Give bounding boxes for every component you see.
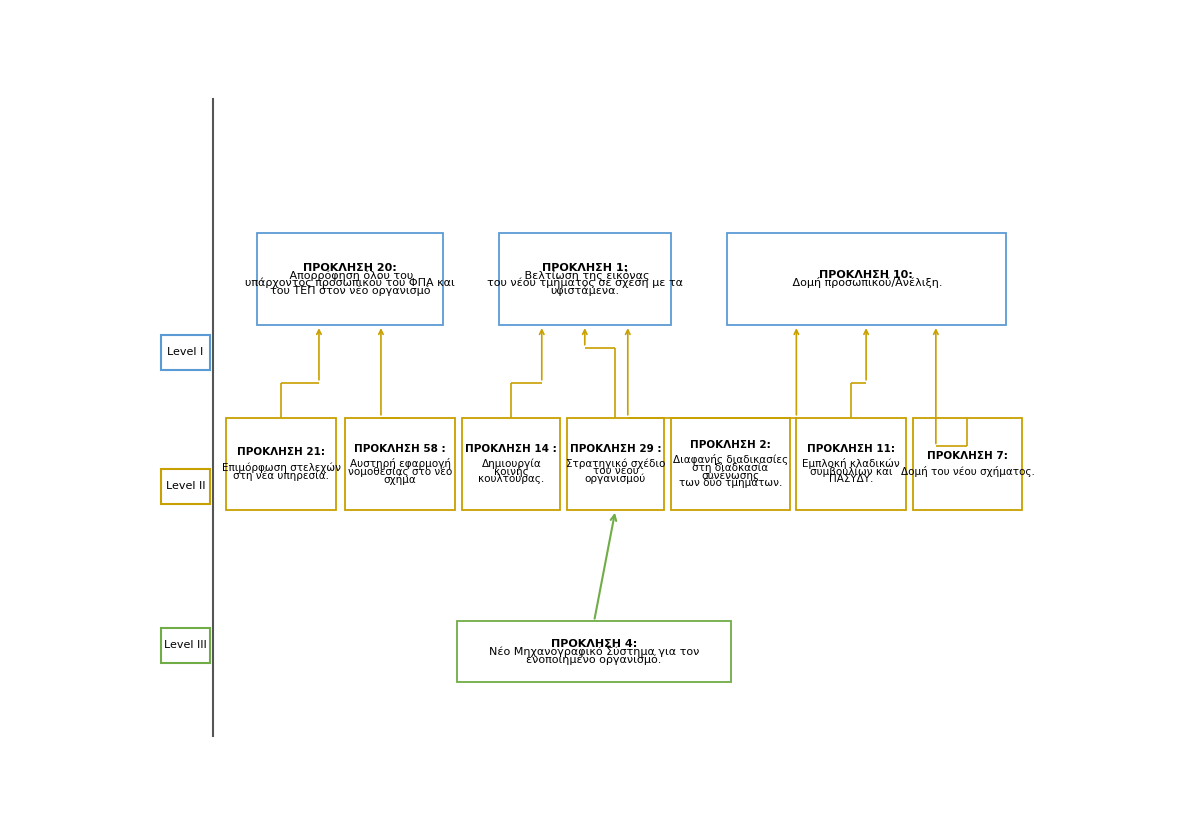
Text: Νέο Μηχανογραφικό Σύστημα για τον: Νέο Μηχανογραφικό Σύστημα για τον	[488, 647, 700, 657]
Bar	[462, 418, 560, 510]
Bar	[457, 621, 731, 682]
Text: ΠΡΟΚΛΗΣΗ 4:: ΠΡΟΚΛΗΣΗ 4:	[551, 639, 637, 649]
Bar	[912, 418, 1022, 510]
Text: ΠΡΟΚΛΗΣΗ 2:: ΠΡΟΚΛΗΣΗ 2:	[690, 440, 770, 450]
Text: Level III: Level III	[164, 640, 206, 650]
Text: Level I: Level I	[167, 347, 204, 357]
Text: Αυστηρή εφαρμογή: Αυστηρή εφαρμογή	[349, 458, 451, 469]
Bar	[797, 418, 906, 510]
Text: Level II: Level II	[166, 481, 205, 491]
Text: των δύο τμημάτων.: των δύο τμημάτων.	[679, 478, 782, 488]
Text: υφιστάμενα.: υφιστάμενα.	[551, 285, 619, 296]
Bar	[161, 628, 210, 662]
Text: κοινής: κοινής	[494, 466, 529, 477]
Text: Απορρόφηση όλου του: Απορρόφηση όλου του	[287, 270, 414, 280]
Text: Δομή προσωπικού/Ανέλιξη.: Δομή προσωπικού/Ανέλιξη.	[790, 277, 943, 289]
Bar	[499, 233, 671, 325]
Text: ΠΡΟΚΛΗΣΗ 58 :: ΠΡΟΚΛΗΣΗ 58 :	[354, 443, 446, 453]
Bar	[227, 418, 336, 510]
Bar	[257, 233, 443, 325]
Text: ΠΑΣΥΔΥ.: ΠΑΣΥΔΥ.	[829, 474, 874, 484]
Text: στη διαδκασία: στη διαδκασία	[692, 462, 768, 473]
Text: Εμπλοκή κλαδικών: Εμπλοκή κλαδικών	[803, 458, 900, 469]
Text: ΠΡΟΚΛΗΣΗ 1:: ΠΡΟΚΛΗΣΗ 1:	[541, 263, 628, 273]
Text: υπάρχοντος προσωπικού του ΦΠΑ και: υπάρχοντος προσωπικού του ΦΠΑ και	[245, 278, 455, 288]
Bar	[161, 469, 210, 504]
Text: ΠΡΟΚΛΗΣΗ 20:: ΠΡΟΚΛΗΣΗ 20:	[304, 263, 397, 273]
Text: σχήμα: σχήμα	[384, 474, 416, 485]
Text: ΠΡΟΚΛΗΣΗ 7:: ΠΡΟΚΛΗΣΗ 7:	[928, 452, 1008, 461]
Text: ΠΡΟΚΛΗΣΗ 11:: ΠΡΟΚΛΗΣΗ 11:	[808, 443, 895, 453]
Text: Επιμόρφωση στελεχών: Επιμόρφωση στελεχών	[222, 462, 341, 473]
Text: ΠΡΟΚΛΗΣΗ 14 :: ΠΡΟΚΛΗΣΗ 14 :	[466, 443, 557, 453]
Text: Βελτίωση της εικόνας: Βελτίωση της εικόνας	[521, 270, 649, 280]
Bar	[346, 418, 455, 510]
Bar	[727, 233, 1006, 325]
Bar	[671, 418, 790, 510]
Bar	[161, 335, 210, 370]
Text: Στρατηγικό σχέδιο: Στρατηγικό σχέδιο	[565, 458, 665, 469]
Text: Δημιουργία: Δημιουργία	[481, 458, 541, 469]
Text: συνένωσης: συνένωσης	[701, 470, 760, 480]
Text: Διαφανής διαδικασίες: Διαφανής διαδικασίες	[673, 455, 788, 466]
Text: οργανισμού: οργανισμού	[584, 474, 646, 485]
Text: συμβουλίων και: συμβουλίων και	[810, 466, 893, 476]
Bar	[566, 418, 665, 510]
Text: Δομή του νέου σχήματος.: Δομή του νέου σχήματος.	[900, 466, 1034, 477]
Text: ΠΡΟΚΛΗΣΗ 10:: ΠΡΟΚΛΗΣΗ 10:	[820, 270, 913, 280]
Text: του νέου: του νέου	[593, 466, 638, 476]
Text: ΠΡΟΚΛΗΣΗ 29 :: ΠΡΟΚΛΗΣΗ 29 :	[570, 443, 661, 453]
Text: κουλτούρας.: κουλτούρας.	[478, 474, 545, 485]
Text: του νέου τμήματος σε σχέση με τα: του νέου τμήματος σε σχέση με τα	[487, 277, 683, 289]
Text: ΠΡΟΚΛΗΣΗ 21:: ΠΡΟΚΛΗΣΗ 21:	[238, 447, 325, 457]
Text: του ΤΕΠ στον νέο οργανισμό: του ΤΕΠ στον νέο οργανισμό	[270, 285, 431, 296]
Text: ενοποιημένο οργανισμό.: ενοποιημένο οργανισμό.	[527, 654, 661, 665]
Text: νομοθεσίας στο νέο: νομοθεσίας στο νέο	[348, 466, 452, 476]
Text: στη νέα υπηρεσία.: στη νέα υπηρεσία.	[233, 470, 329, 480]
